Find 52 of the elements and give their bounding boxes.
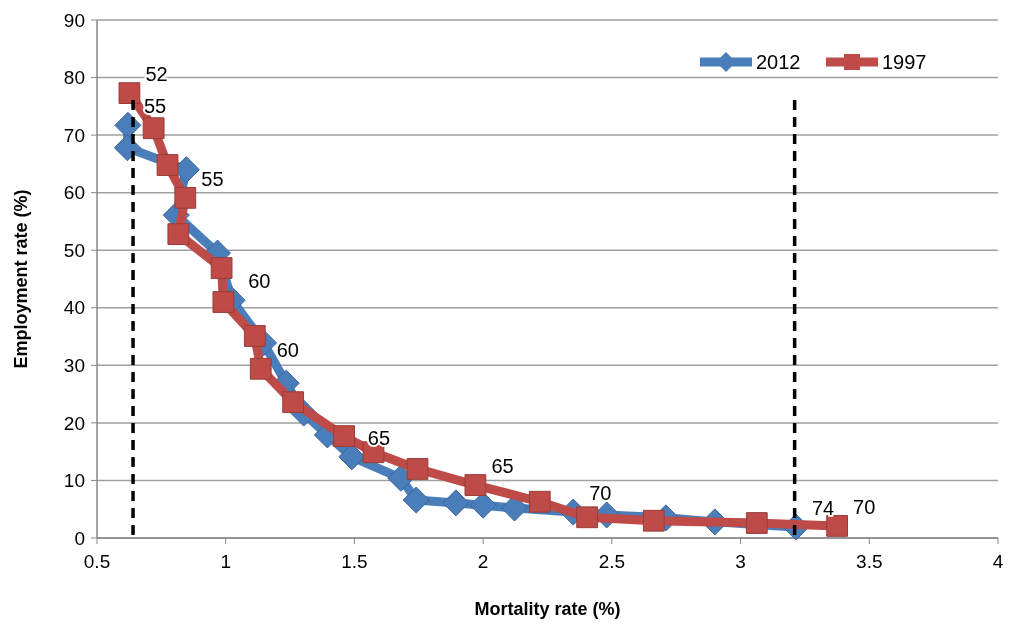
- point: [174, 186, 197, 209]
- point: [142, 117, 165, 140]
- y-tick-label: 10: [63, 470, 85, 492]
- x-tick-label: 3.5: [856, 551, 883, 572]
- annotation: 52: [145, 63, 168, 86]
- y-tick-label: 20: [63, 412, 85, 434]
- annotation: 65: [491, 455, 514, 478]
- annotation: 70: [853, 495, 876, 518]
- point: [642, 509, 665, 532]
- y-axis-title: Employment rate (%): [11, 189, 31, 369]
- y-tick-label: 90: [63, 9, 85, 31]
- x-tick-label: 3: [735, 551, 746, 572]
- point: [464, 474, 487, 496]
- point: [402, 486, 430, 514]
- point: [406, 458, 429, 480]
- annotation: 60: [276, 338, 299, 361]
- point: [243, 325, 266, 347]
- annotation: 55: [201, 167, 224, 190]
- point: [210, 257, 233, 279]
- x-tick-label: 1.5: [341, 551, 368, 572]
- y-tick-label: 0: [74, 527, 85, 549]
- legend-label: 2012: [756, 51, 801, 73]
- point: [528, 490, 551, 513]
- annotation: 55: [143, 95, 167, 118]
- point: [212, 291, 235, 313]
- point: [745, 512, 768, 534]
- x-tick-label: 2: [477, 551, 489, 572]
- point: [282, 391, 305, 414]
- point: [167, 223, 190, 246]
- y-tick-label: 60: [63, 182, 85, 204]
- x-tick-label: 4: [992, 551, 1004, 572]
- annotation: 74: [811, 497, 835, 520]
- y-tick-label: 70: [63, 124, 85, 146]
- point: [826, 515, 849, 537]
- point: [333, 425, 356, 448]
- annotation: 60: [248, 270, 271, 293]
- point: [576, 506, 599, 529]
- point: [113, 134, 141, 162]
- point: [249, 357, 272, 380]
- point: [156, 154, 179, 176]
- point: [442, 489, 470, 517]
- y-tick-label: 50: [63, 239, 85, 261]
- x-tick-label: 2.5: [598, 551, 626, 572]
- y-tick-label: 40: [63, 297, 85, 319]
- x-axis-title: Mortality rate (%): [474, 599, 621, 619]
- x-tick-label: 0.5: [83, 551, 111, 572]
- y-tick-label: 30: [63, 354, 85, 376]
- annotation: 70: [589, 482, 612, 505]
- legend-label: 1997: [882, 51, 927, 73]
- y-tick-label: 80: [63, 67, 85, 89]
- point: [118, 82, 141, 104]
- x-tick-label: 1: [220, 551, 231, 572]
